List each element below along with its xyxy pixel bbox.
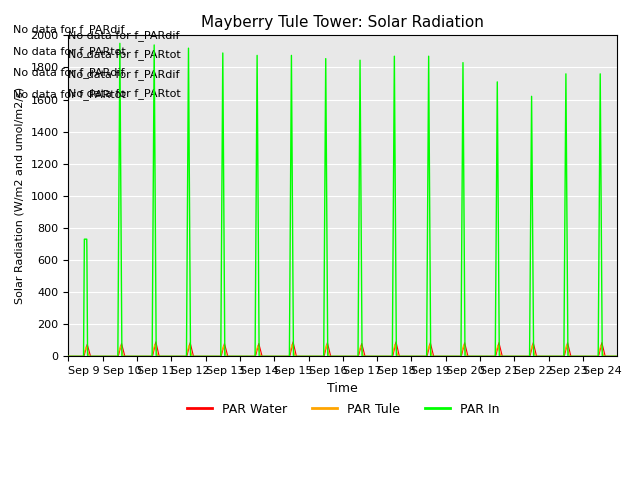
Title: Mayberry Tule Tower: Solar Radiation: Mayberry Tule Tower: Solar Radiation [202, 15, 484, 30]
Text: No data for f_PARdif: No data for f_PARdif [68, 30, 180, 41]
Text: No data for f_PARtot: No data for f_PARtot [68, 88, 181, 99]
Text: No data for f_PARdif: No data for f_PARdif [13, 24, 124, 35]
Legend: PAR Water, PAR Tule, PAR In: PAR Water, PAR Tule, PAR In [182, 398, 504, 420]
Text: No data for f_PARtot: No data for f_PARtot [13, 89, 125, 100]
Y-axis label: Solar Radiation (W/m2 and umol/m2/s): Solar Radiation (W/m2 and umol/m2/s) [15, 87, 25, 304]
Text: No data for f_PARdif: No data for f_PARdif [68, 69, 180, 80]
Text: No data for f_PARdif: No data for f_PARdif [13, 67, 124, 78]
Text: No data for f_PARtot: No data for f_PARtot [13, 46, 125, 57]
X-axis label: Time: Time [328, 382, 358, 395]
Text: No data for f_PARtot: No data for f_PARtot [68, 49, 181, 60]
